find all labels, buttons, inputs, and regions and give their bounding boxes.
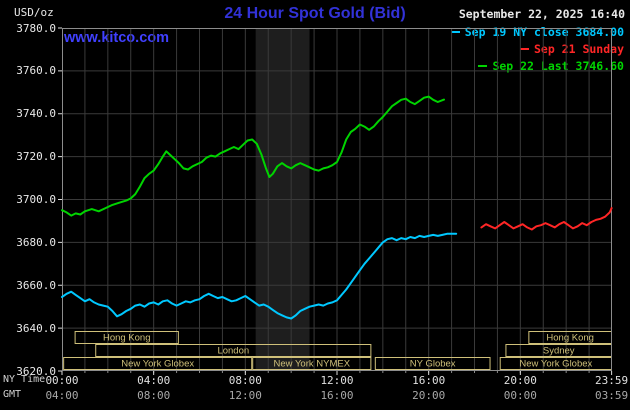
session-box-new-york-nymex [252,357,372,370]
x-tick-label-gmt: 20:00 [412,389,446,402]
series-line-sep-19-ny-close-3684-00 [61,232,458,320]
x-tick-label-gmt: 03:59 [595,389,629,402]
legend-item-sep22: Sep 22 Last 3746.60 [478,59,624,73]
y-tick-label: 3720.0 [16,150,56,164]
series-line-sep-22-last-3746-60 [61,95,445,217]
x-tick-label-gmt: 04:00 [45,389,79,402]
y-tick-label: 3740.0 [16,107,56,121]
y-tick-label: 3660.0 [16,278,56,292]
x-axis-row1-caption: NY Time [3,374,46,385]
x-tick-label-ny: 16:00 [412,374,446,387]
x-tick-label-gmt: 16:00 [320,389,354,402]
x-axis-row2-caption: GMT [3,389,22,400]
legend-marker-sep19 [450,31,460,33]
session-box-london [95,344,372,357]
x-tick-label-ny: 23:59 [595,374,629,387]
x-tick-label-ny: 20:00 [503,374,537,387]
plot-area: Hong Kong Hong Kong London Sydney New York G… [58,27,613,375]
series-line-sep-21-sunday [480,207,613,231]
x-tick-label-ny: 08:00 [228,374,262,387]
kitco-link[interactable]: www.kitco.com [64,30,170,46]
session-label: New York Globex [121,359,194,370]
y-tick-label: 3620.0 [16,364,56,378]
x-tick-label-ny: 12:00 [320,374,354,387]
plot-border [62,28,612,371]
y-tick-label: 3680.0 [16,235,56,249]
datetime-label: September 22, 2025 16:40 [458,7,625,21]
legend-marker-sep21 [519,48,529,50]
legend-label-sep21: Sep 21 Sunday [533,42,624,56]
x-tick-label-gmt: 12:00 [228,389,262,402]
session-box-hong-kong [74,331,179,344]
y-axis-unit-label: USD/oz [14,6,54,19]
x-tick-label-gmt: 00:00 [503,389,537,402]
session-box-ny-globex [374,357,491,370]
session-label: Hong Kong [103,333,151,344]
x-tick-label-ny: 00:00 [45,374,79,387]
y-tick-label: 3760.0 [16,64,56,78]
legend-marker-sep22 [478,65,488,67]
session-label: New York NYMEX [274,359,351,370]
session-label: Hong Kong [546,333,594,344]
legend-item-sep21: Sep 21 Sunday [519,42,624,56]
session-label: New York Globex [519,359,592,370]
chart-title: 24 Hour Spot Gold (Bid) [224,5,406,22]
y-tick-label: 3640.0 [16,321,56,335]
session-label: Sydney [543,346,575,357]
x-tick-label-ny: 04:00 [137,374,171,387]
y-tick-label: 3700.0 [16,193,56,206]
legend-label-sep22: Sep 22 Last 3746.60 [492,59,624,73]
session-label: NY Globex [410,359,456,370]
y-tick-label: 3780.0 [16,21,56,35]
session-label: London [217,346,249,357]
session-box-new-york-globex [63,357,253,370]
x-tick-label-gmt: 08:00 [137,389,171,402]
